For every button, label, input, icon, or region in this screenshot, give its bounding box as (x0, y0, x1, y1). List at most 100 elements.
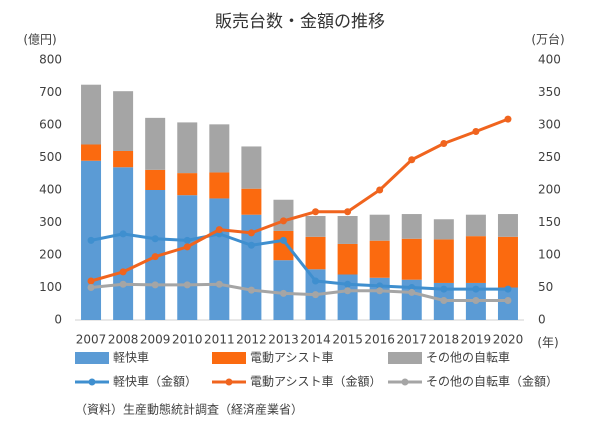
line-marker (504, 285, 512, 293)
line-marker (247, 286, 255, 294)
x-tick-label: 2009 (140, 333, 171, 347)
line-marker (504, 115, 512, 123)
line (90, 117, 509, 283)
y2-tick-label: 50 (538, 280, 553, 294)
line-marker (119, 230, 127, 238)
legend-marker (88, 378, 96, 386)
line-marker (312, 291, 320, 299)
bar (209, 124, 230, 173)
legend-swatch (388, 352, 422, 364)
y2-tick-label: 100 (538, 248, 561, 262)
bar (113, 167, 134, 320)
legend-label: その他の自転車 (426, 351, 510, 365)
bar (337, 243, 358, 275)
bar (81, 84, 102, 145)
line-marker (376, 282, 384, 290)
y-tick-label: 800 (39, 53, 62, 67)
bar (497, 214, 518, 237)
y2-tick-label: 400 (538, 53, 561, 67)
line-marker (472, 297, 480, 304)
bar (241, 146, 262, 189)
legend-label: その他の自転車（金額） (426, 374, 558, 389)
bar (465, 214, 486, 237)
line-marker (312, 208, 320, 216)
line-marker (376, 287, 384, 295)
y2-tick-label: 300 (538, 118, 561, 132)
bar (145, 117, 166, 170)
bar (305, 236, 326, 270)
x-tick-label: 2017 (396, 333, 427, 347)
line-marker (440, 297, 448, 304)
line-marker (279, 289, 287, 297)
line-marker (344, 280, 352, 288)
y-tick-label: 500 (39, 150, 62, 164)
x-tick-label: 2007 (76, 333, 107, 347)
line-marker (151, 281, 159, 289)
line (90, 232, 508, 291)
bar (433, 219, 454, 240)
legend-label: 軽快車 (113, 351, 149, 365)
legend-label: 軽快車（金額） (113, 374, 197, 389)
line-marker (408, 288, 416, 296)
y-tick-label: 400 (39, 183, 62, 197)
bar (241, 214, 262, 320)
legend-marker (401, 378, 409, 386)
chart-title: 販売台数・金額の推移 (215, 12, 385, 32)
line-marker (472, 285, 480, 293)
line-marker (119, 268, 127, 276)
x-axis-label: (年) (537, 336, 558, 350)
line-marker (183, 243, 191, 251)
y2-tick-label: 150 (538, 215, 561, 229)
y2-tick-label: 250 (538, 150, 561, 164)
y-tick-label: 600 (39, 118, 62, 132)
x-tick-label: 2010 (172, 333, 203, 347)
bar (177, 122, 198, 174)
bar (241, 188, 262, 215)
line-marker (408, 284, 416, 291)
bar (401, 279, 422, 320)
y-axis-label: (億円) (23, 33, 56, 47)
bar (145, 169, 166, 190)
x-tick-label: 2020 (493, 333, 524, 347)
bar (209, 198, 230, 320)
line-marker (279, 217, 287, 225)
x-tick-label: 2013 (268, 333, 299, 347)
x-tick-label: 2014 (300, 333, 331, 347)
line-marker (183, 281, 191, 289)
x-tick-label: 2019 (461, 333, 492, 347)
x-tick-label: 2016 (364, 333, 395, 347)
line-marker (215, 280, 223, 288)
line-marker (472, 128, 480, 135)
line-marker (376, 186, 384, 194)
line-marker (151, 235, 159, 243)
line-marker (408, 156, 416, 164)
x-tick-label: 2015 (332, 333, 363, 347)
bar (209, 172, 230, 199)
legend-swatch (75, 352, 109, 364)
bar (465, 236, 486, 283)
y-tick-label: 100 (39, 280, 62, 294)
bar (177, 173, 198, 196)
x-tick-label: 2011 (204, 333, 235, 347)
line-marker (119, 280, 127, 288)
line-marker (87, 236, 95, 244)
bar (369, 277, 390, 320)
bar (337, 216, 358, 244)
y2-axis-label: (万台) (531, 32, 564, 47)
legend-marker (225, 378, 233, 386)
bar (305, 216, 326, 237)
line-marker (87, 277, 95, 285)
line-marker (440, 285, 448, 293)
y-tick-label: 200 (39, 248, 62, 262)
bar (401, 214, 422, 239)
line-marker (279, 236, 287, 244)
y2-tick-label: 200 (538, 183, 561, 197)
bar (369, 214, 390, 241)
y-tick-label: 300 (39, 215, 62, 229)
line (90, 282, 508, 302)
y-tick-label: 0 (54, 313, 62, 327)
line-marker (344, 208, 352, 216)
legend-label: 電動アシスト車 (250, 351, 334, 365)
x-tick-label: 2012 (236, 333, 267, 347)
